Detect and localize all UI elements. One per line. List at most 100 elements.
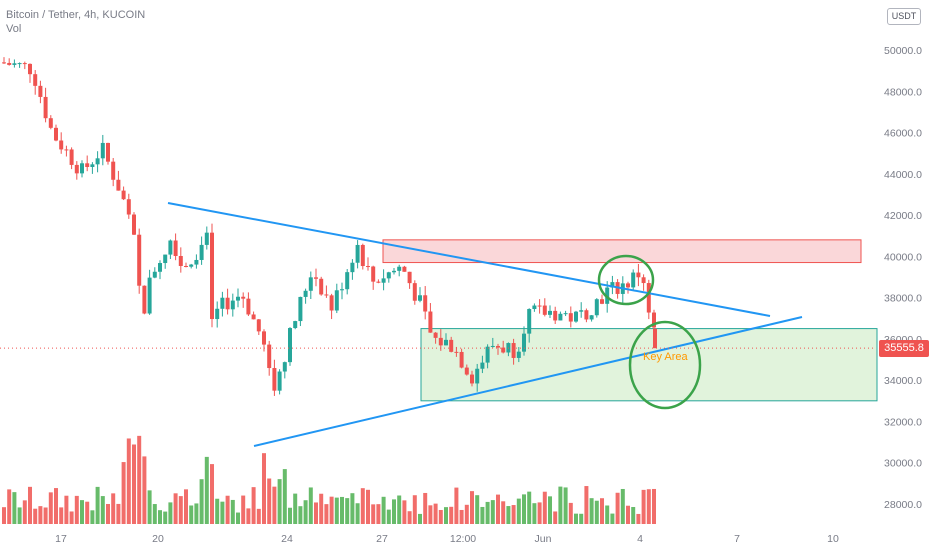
- candle-body: [397, 266, 402, 271]
- candle-body: [80, 163, 84, 174]
- volume-bar: [137, 435, 142, 524]
- volume-bar: [386, 509, 391, 524]
- candle-body: [376, 281, 381, 283]
- volume-bar: [121, 462, 126, 524]
- candle-body: [33, 74, 38, 86]
- candle-body: [48, 118, 53, 128]
- time-tick-label: 12:00: [450, 533, 476, 545]
- candle-body: [210, 232, 214, 320]
- volume-bar: [90, 510, 95, 524]
- candle-body: [626, 283, 630, 288]
- volume-bar: [111, 493, 116, 524]
- candle-body: [594, 299, 599, 316]
- price-tick-label: 42000.0: [884, 210, 922, 222]
- volume-bar: [475, 495, 480, 524]
- candle-body: [100, 142, 105, 159]
- candle-body: [220, 297, 225, 309]
- volume-bar: [7, 489, 12, 524]
- volume-bar: [147, 490, 152, 524]
- candle-body: [589, 315, 594, 320]
- last-price-tag: 35555.8: [879, 340, 929, 357]
- volume-bar: [626, 505, 630, 524]
- volume-bar: [152, 504, 157, 524]
- candle-body: [225, 297, 230, 310]
- volume-bar: [288, 507, 292, 524]
- volume-bar: [449, 506, 454, 524]
- volume-bar: [59, 507, 64, 524]
- candle-body: [256, 319, 261, 332]
- candle-body: [631, 272, 636, 288]
- volume-bar: [168, 502, 173, 524]
- volume-bar: [2, 507, 6, 524]
- volume-bar: [548, 496, 552, 524]
- volume-bar: [485, 501, 490, 524]
- volume-bar: [600, 498, 604, 524]
- price-tick-label: 32000.0: [884, 416, 922, 428]
- volume-bar: [215, 498, 220, 524]
- volume-bar: [246, 508, 251, 524]
- volume-bar: [553, 511, 558, 524]
- candle-body: [386, 272, 391, 279]
- candle-body: [600, 299, 604, 304]
- volume-bar: [33, 508, 38, 524]
- volume-bar: [423, 492, 428, 524]
- candle-body: [392, 270, 396, 273]
- volume-bar: [28, 486, 32, 524]
- volume-bar: [563, 487, 568, 524]
- candle-body: [423, 295, 428, 312]
- price-tick-label: 44000.0: [884, 169, 922, 181]
- candle-body: [366, 266, 370, 268]
- price-axis: 50000.0 48000.0 46000.0 44000.0 42000.0 40000…: [884, 45, 922, 511]
- volume-bar: [293, 493, 298, 524]
- candle-body: [350, 262, 355, 273]
- candle-body: [511, 343, 516, 358]
- candle-body: [636, 272, 641, 278]
- volume-bar: [615, 492, 620, 524]
- candle-body: [230, 300, 235, 310]
- key-area-circle: [628, 320, 702, 410]
- candle-body: [496, 345, 500, 348]
- candle-body: [329, 295, 334, 311]
- candle-body: [527, 309, 532, 334]
- volume-bar: [319, 493, 324, 524]
- candle-body: [17, 63, 22, 65]
- candle-body: [111, 161, 116, 180]
- volume-bar: [189, 505, 194, 524]
- volume-bar: [646, 489, 651, 524]
- volume-bar: [100, 496, 105, 524]
- candle-body: [428, 311, 433, 333]
- volume-bar: [542, 491, 547, 524]
- time-tick-label: Jun: [535, 533, 552, 545]
- candle-body: [142, 285, 147, 314]
- candle-body: [444, 339, 448, 346]
- time-tick-label: 7: [734, 533, 740, 545]
- volume-bar: [418, 513, 422, 524]
- volume-bar: [173, 493, 178, 524]
- volume-bar: [574, 513, 578, 524]
- ascending-trendline: [253, 316, 803, 447]
- volume-bar: [579, 513, 584, 524]
- candle-body: [308, 277, 313, 291]
- candle-body: [241, 296, 246, 299]
- candle-body: [314, 277, 318, 279]
- candle-body: [537, 305, 542, 307]
- candle-body: [121, 190, 126, 200]
- price-tick-label: 48000.0: [884, 86, 922, 98]
- currency-badge[interactable]: USDT: [887, 8, 921, 25]
- volume-bar: [210, 464, 214, 524]
- candle-body: [267, 344, 272, 369]
- candle-body: [288, 328, 292, 363]
- candle-body: [152, 271, 157, 278]
- volume-bar: [282, 469, 287, 524]
- candle-body: [653, 328, 657, 349]
- volume-bar: [38, 506, 43, 524]
- volume-bar: [490, 500, 495, 524]
- price-tick-label: 34000.0: [884, 375, 922, 387]
- volume-bar: [501, 501, 506, 524]
- candle-body: [360, 244, 365, 267]
- candle-body: [163, 254, 168, 264]
- volume-bar: [272, 486, 277, 524]
- volume-bar: [80, 500, 84, 524]
- candle-body: [69, 149, 74, 165]
